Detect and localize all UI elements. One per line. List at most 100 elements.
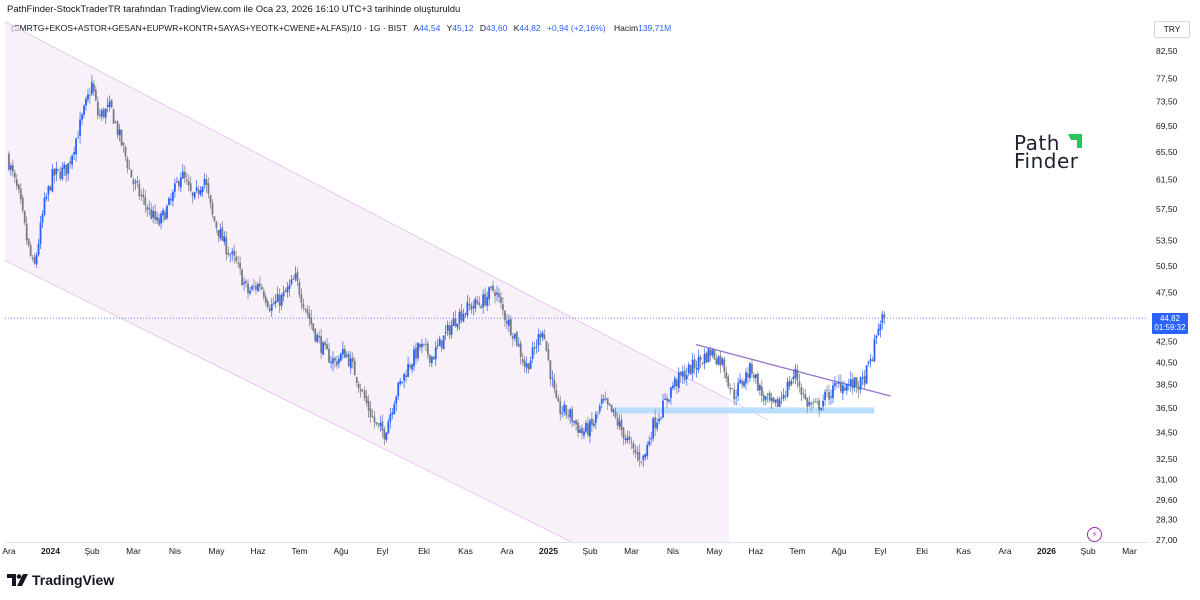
candle [310, 309, 313, 330]
candle-body [280, 294, 283, 306]
price-tick-label: 42,50 [1156, 336, 1178, 346]
candle [223, 231, 226, 246]
candle [843, 380, 846, 391]
pathfinder-logo: Path Finder [1014, 133, 1082, 171]
candle-body [130, 169, 133, 178]
candle [644, 453, 647, 461]
candle-body [610, 404, 613, 412]
candle [61, 162, 64, 181]
candle-body [442, 335, 445, 350]
candle-body [23, 211, 26, 223]
candle-body [808, 401, 811, 406]
symbol-title[interactable]: (SMRTG+EKOS+ASTOR+GESAN+EUPWR+KONTR+SAYA… [11, 23, 407, 33]
candle-body [357, 383, 360, 389]
candle-body [571, 409, 574, 422]
candle-body [594, 413, 597, 423]
candle-body [561, 412, 564, 414]
candle [492, 280, 494, 293]
candle [112, 108, 115, 124]
candle [713, 348, 716, 361]
candle-body [776, 398, 779, 407]
price-axis[interactable]: 82,50 77,50 73,50 69,50 65,50 61,50 57,50 53,50… [1156, 46, 1178, 545]
candle [304, 307, 307, 313]
candle [128, 160, 131, 170]
candle [628, 430, 631, 445]
time-tick-label: 2025 [539, 546, 558, 556]
logo-arrow-icon [1068, 134, 1082, 148]
candle [65, 164, 68, 183]
candle [41, 210, 44, 228]
candle-body [35, 254, 38, 265]
candle-body [612, 409, 615, 412]
candle-body [367, 400, 370, 411]
candle [288, 279, 291, 297]
candle [701, 362, 704, 366]
candle-body [458, 311, 461, 324]
candle-body [181, 171, 184, 179]
candle-body [102, 109, 105, 118]
candle-body [355, 377, 358, 383]
candle-body [689, 364, 692, 375]
candle [419, 342, 421, 351]
time-axis[interactable]: Ara 2024 Şub Mar Nis May Haz Tem Ağu Eyl Eki Kas Ara… [2, 546, 1137, 556]
candle [43, 192, 46, 217]
candle-body [567, 415, 570, 417]
candle [8, 151, 10, 172]
candle-body [650, 438, 653, 440]
candle-body [446, 324, 449, 331]
candle-body [426, 343, 429, 355]
candle-body [417, 343, 419, 359]
candle [668, 399, 670, 404]
candle-body [830, 396, 832, 398]
candle-body [666, 397, 668, 401]
time-tick-label: May [208, 546, 225, 556]
time-tick-label: Ara [998, 546, 1012, 556]
candle-body [618, 421, 621, 427]
candle-body [788, 380, 791, 387]
candle-body [492, 285, 494, 291]
candle [326, 338, 328, 350]
currency-button[interactable]: TRY [1154, 21, 1190, 38]
candle-body [197, 189, 200, 195]
candle-body [772, 397, 775, 403]
candle [484, 287, 487, 307]
candle-body [349, 358, 352, 369]
candle [634, 444, 637, 459]
candle [448, 321, 451, 340]
candle [693, 354, 696, 375]
candle-body [31, 257, 34, 259]
candle [185, 172, 188, 185]
candle [260, 283, 263, 291]
price-tick-label: 32,50 [1156, 454, 1178, 464]
candle-body [832, 385, 834, 399]
candle-body [638, 451, 641, 461]
candle-body [851, 379, 854, 389]
candle [551, 370, 554, 387]
candle-body [245, 280, 247, 284]
candle [300, 288, 303, 310]
candle [187, 174, 190, 192]
candle [464, 312, 467, 318]
candle [527, 362, 530, 374]
candle [122, 141, 125, 153]
candle [859, 376, 862, 394]
candle-body [187, 181, 190, 186]
candle-body [276, 294, 279, 302]
candle-body [539, 333, 542, 338]
candle-body [579, 429, 581, 433]
candle [575, 419, 577, 431]
tradingview-logo[interactable]: TradingView [7, 572, 114, 588]
candle [482, 289, 485, 314]
candle-body [563, 404, 566, 412]
candle [529, 356, 532, 370]
symbol-legend[interactable]: (SMRTG+EKOS+ASTOR+GESAN+EUPWR+KONTR+SAYA… [11, 23, 675, 33]
candle [23, 210, 26, 226]
candle-body [399, 381, 402, 384]
candle [871, 356, 874, 362]
candle-body [602, 399, 605, 401]
lightning-icon[interactable]: ⚡ [1087, 527, 1102, 542]
candle [683, 364, 686, 384]
candle-body [290, 279, 293, 285]
candle-body [636, 453, 639, 454]
